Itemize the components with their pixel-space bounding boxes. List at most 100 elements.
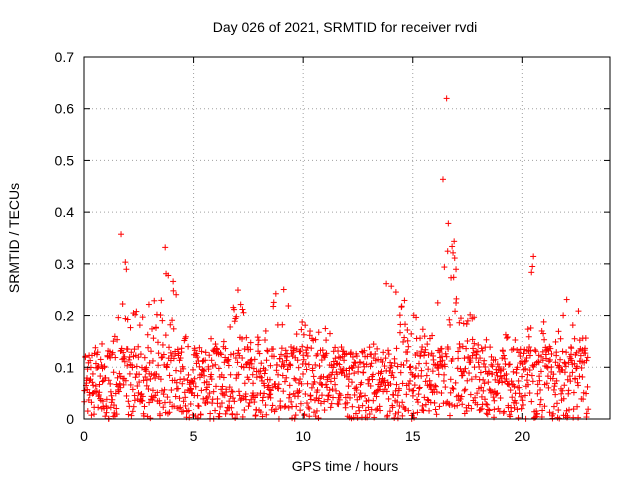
data-point xyxy=(355,364,362,371)
data-point xyxy=(583,390,590,397)
data-point xyxy=(275,371,282,378)
data-point xyxy=(304,353,311,360)
data-point xyxy=(203,395,210,402)
data-point xyxy=(107,354,114,361)
data-point xyxy=(399,399,406,406)
data-point xyxy=(280,363,287,370)
data-point xyxy=(575,382,582,389)
data-point xyxy=(336,390,343,397)
data-point xyxy=(580,396,587,403)
data-point xyxy=(475,341,482,348)
data-point xyxy=(492,376,499,383)
data-point xyxy=(508,408,515,415)
data-point xyxy=(265,382,272,389)
x-axis-label: GPS time / hours xyxy=(292,458,399,474)
data-point xyxy=(452,379,459,386)
data-point xyxy=(182,394,189,401)
data-point xyxy=(131,397,138,404)
data-point xyxy=(560,312,567,319)
data-point xyxy=(439,176,446,183)
data-point xyxy=(483,400,490,407)
data-point xyxy=(333,387,340,394)
data-point xyxy=(87,357,94,364)
data-point xyxy=(450,274,457,281)
data-point xyxy=(191,347,198,354)
data-point xyxy=(99,340,106,347)
data-point xyxy=(145,301,152,308)
data-point xyxy=(109,349,116,356)
data-point xyxy=(305,361,312,368)
data-point xyxy=(179,380,186,387)
data-point xyxy=(523,377,530,384)
data-point xyxy=(422,378,429,385)
data-point xyxy=(309,367,316,374)
grid-lines xyxy=(84,57,610,419)
data-point xyxy=(129,364,136,371)
data-point xyxy=(442,384,449,391)
data-point xyxy=(410,387,417,394)
data-point xyxy=(382,355,389,362)
data-point xyxy=(491,397,498,404)
data-point xyxy=(492,356,499,363)
data-point xyxy=(345,383,352,390)
data-point xyxy=(562,363,569,370)
data-point xyxy=(414,350,421,357)
data-point xyxy=(540,318,547,325)
data-point xyxy=(317,375,324,382)
data-point xyxy=(461,387,468,394)
data-point xyxy=(429,332,436,339)
data-point xyxy=(505,381,512,388)
data-point xyxy=(348,379,355,386)
data-point xyxy=(225,356,232,363)
data-point xyxy=(351,359,358,366)
data-point xyxy=(571,335,578,342)
data-point xyxy=(450,249,457,256)
data-point xyxy=(180,398,187,405)
data-point xyxy=(164,410,171,417)
data-point xyxy=(264,348,271,355)
data-point xyxy=(526,390,533,397)
data-point xyxy=(306,413,313,420)
data-point xyxy=(319,347,326,354)
data-point xyxy=(297,400,304,407)
data-point xyxy=(300,356,307,363)
data-point xyxy=(393,381,400,388)
data-point xyxy=(149,387,156,394)
data-point xyxy=(508,378,515,385)
data-point xyxy=(141,403,148,410)
data-point xyxy=(102,374,109,381)
data-point xyxy=(523,354,530,361)
data-point xyxy=(357,390,364,397)
x-tick-label: 5 xyxy=(190,428,198,444)
data-point xyxy=(394,415,401,422)
data-point xyxy=(247,346,254,353)
data-point xyxy=(240,309,247,316)
data-point xyxy=(218,400,225,407)
y-tick-label: 0.1 xyxy=(55,359,75,375)
data-point xyxy=(400,338,407,345)
data-point xyxy=(521,358,528,365)
data-point xyxy=(420,407,427,414)
data-point xyxy=(261,370,268,377)
data-point xyxy=(518,393,525,400)
data-point xyxy=(478,384,485,391)
x-tick-label: 0 xyxy=(80,428,88,444)
data-point xyxy=(411,414,418,421)
data-point xyxy=(528,269,535,276)
data-point xyxy=(443,95,450,102)
data-point xyxy=(216,410,223,417)
data-point xyxy=(262,367,269,374)
data-point xyxy=(432,383,439,390)
data-point xyxy=(308,345,315,352)
data-point xyxy=(155,362,162,369)
data-point xyxy=(277,404,284,411)
data-point xyxy=(488,353,495,360)
x-tick-label: 20 xyxy=(515,428,531,444)
data-point xyxy=(212,361,219,368)
data-point xyxy=(514,364,521,371)
data-point xyxy=(446,412,453,419)
data-point xyxy=(217,403,224,410)
data-point xyxy=(250,380,257,387)
data-point xyxy=(539,357,546,364)
data-point xyxy=(459,401,466,408)
